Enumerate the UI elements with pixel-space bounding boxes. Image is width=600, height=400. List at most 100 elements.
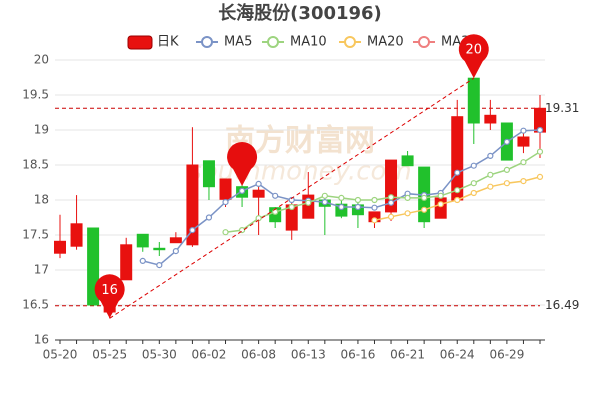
candle-body	[467, 77, 480, 124]
max-marker-label: 20	[466, 43, 483, 58]
candle-body	[302, 194, 315, 219]
reference-label: 16.49	[545, 298, 579, 312]
candle-body	[54, 240, 66, 254]
x-tick-label: 06-13	[291, 348, 326, 362]
candle-body	[434, 197, 447, 219]
x-tick-label: 06-08	[241, 348, 276, 362]
candle-body	[385, 159, 398, 213]
candle-body	[219, 178, 232, 200]
candle-body	[252, 189, 265, 198]
x-tick-label: 06-02	[192, 348, 227, 362]
ma-point	[454, 196, 461, 204]
marker	[227, 142, 258, 186]
ma-point	[321, 192, 328, 199]
ma-point	[272, 192, 279, 199]
trend-line	[109, 77, 475, 319]
y-tick-label: 17.5	[22, 228, 49, 242]
ma-point	[421, 206, 428, 213]
ma-point	[487, 171, 494, 178]
ma-point	[437, 201, 444, 208]
y-tick-label: 18.5	[22, 158, 49, 172]
ma-point	[387, 213, 395, 220]
ma-point	[387, 199, 395, 206]
candle-body	[153, 247, 166, 251]
candle-body	[87, 227, 100, 306]
legend-label: 日K	[157, 35, 179, 50]
ma-point	[520, 127, 527, 134]
ma-point	[387, 194, 395, 201]
x-tick-label: 06-29	[489, 348, 524, 362]
reference-label: 19.31	[545, 101, 579, 115]
ma-point	[371, 204, 378, 211]
ma-point	[487, 152, 494, 159]
ma-point	[536, 173, 544, 180]
ma-point	[536, 148, 544, 155]
ma-point	[338, 194, 345, 201]
legend-marker	[201, 36, 213, 48]
ma-point	[503, 166, 510, 173]
y-tick-label: 17	[34, 263, 49, 277]
candle-body	[517, 136, 530, 147]
ma-point	[288, 196, 295, 204]
max-marker	[458, 34, 489, 79]
legend-marker	[344, 36, 356, 48]
candle-body	[136, 233, 149, 248]
legend-marker	[267, 36, 279, 48]
ma-point	[338, 203, 345, 211]
x-tick-label: 06-24	[440, 348, 475, 362]
ma-point	[503, 180, 510, 187]
ma-point	[255, 215, 262, 222]
x-tick-label: 05-30	[142, 348, 177, 362]
ma-point	[470, 162, 477, 169]
y-tick-label: 20	[34, 53, 49, 67]
ma-point	[503, 138, 510, 145]
ma-point	[189, 227, 196, 234]
chart-title: 长海股份(300196)	[218, 2, 382, 24]
y-tick-label: 19	[34, 123, 49, 137]
ma-point	[354, 196, 362, 204]
ma-point	[255, 180, 262, 187]
ma-point	[454, 187, 461, 194]
ma-point	[520, 178, 527, 185]
ma-point	[536, 126, 544, 134]
candle-body	[169, 237, 182, 244]
candle-body	[484, 114, 497, 124]
ma-point	[321, 199, 328, 206]
candle-body	[401, 155, 414, 167]
ma-point	[222, 229, 229, 236]
candle-body	[120, 244, 133, 281]
candle-body	[186, 164, 199, 246]
ma-point	[404, 210, 411, 217]
ma-point	[487, 183, 494, 190]
ma-point	[305, 199, 312, 206]
ma-point	[470, 180, 477, 187]
y-tick-label: 19.5	[22, 88, 49, 102]
ma-point	[222, 199, 229, 206]
ma-point	[238, 187, 246, 194]
legend-label: MA10	[290, 35, 327, 50]
candle-body	[202, 160, 215, 188]
x-tick-label: 05-25	[92, 348, 127, 362]
legend-swatch	[127, 35, 153, 50]
ma-point	[156, 262, 163, 269]
ma-point	[421, 194, 428, 201]
min-marker	[94, 274, 125, 319]
x-tick-label: 05-20	[43, 348, 78, 362]
ma-point	[172, 248, 179, 255]
legend-label: MA5	[224, 35, 252, 50]
ma-point	[205, 214, 213, 221]
y-tick-label: 18	[34, 193, 49, 207]
y-tick-label: 16.5	[22, 298, 49, 312]
ma-point	[470, 189, 477, 197]
ma-point	[371, 196, 378, 204]
x-tick-label: 06-16	[340, 348, 375, 362]
x-tick-label: 06-21	[390, 348, 425, 362]
legend-label: MA20	[367, 35, 404, 50]
legend-marker	[418, 36, 430, 48]
ma-point	[404, 194, 411, 201]
ma-point	[354, 203, 362, 211]
ma-point	[139, 257, 146, 264]
y-tick-label: 16	[34, 333, 49, 347]
ma-point	[371, 217, 378, 224]
